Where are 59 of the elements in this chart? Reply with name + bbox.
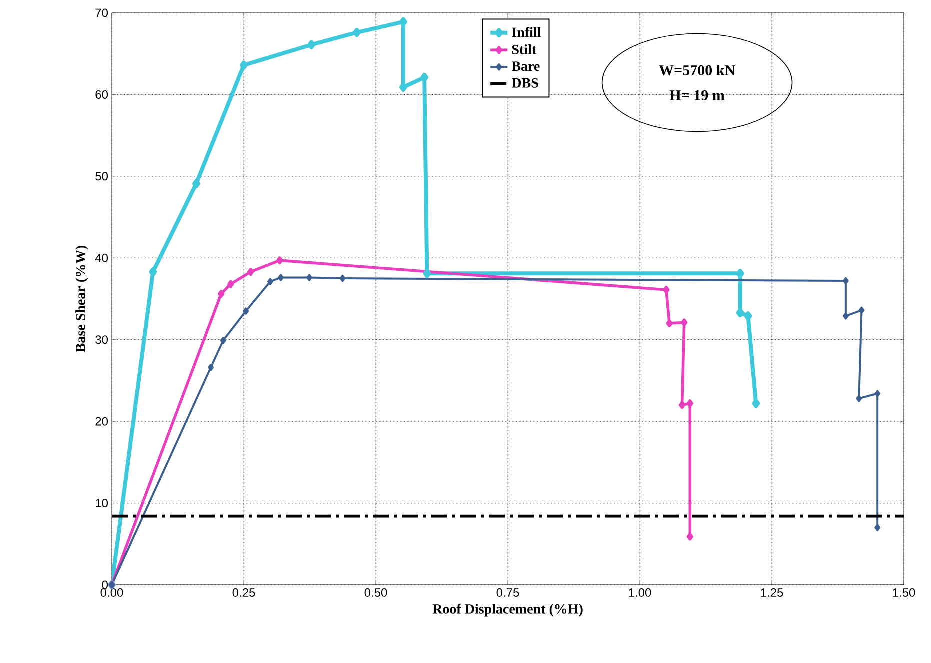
point bbox=[423, 269, 432, 278]
point bbox=[248, 268, 254, 276]
point bbox=[681, 318, 688, 327]
legend-label: Bare bbox=[512, 62, 540, 72]
point bbox=[243, 308, 250, 315]
point bbox=[420, 72, 429, 82]
x-tick-label: 0.75 bbox=[496, 588, 520, 598]
x-tick-label: 1.25 bbox=[761, 588, 784, 598]
legend-label: Stilt bbox=[512, 44, 536, 54]
y-tick-label: 60 bbox=[96, 90, 108, 99]
point bbox=[874, 390, 881, 398]
point bbox=[842, 312, 849, 320]
y-tick-label: 10 bbox=[96, 499, 108, 508]
point bbox=[400, 17, 408, 27]
point bbox=[858, 306, 865, 314]
x-tick-label: 0.00 bbox=[100, 588, 124, 598]
point bbox=[842, 277, 849, 285]
y-tick-label: 0 bbox=[102, 580, 108, 590]
point bbox=[353, 28, 361, 38]
point bbox=[856, 395, 862, 402]
x-tick-label: 0.50 bbox=[364, 588, 388, 598]
point bbox=[278, 274, 284, 282]
point bbox=[340, 274, 346, 282]
point bbox=[240, 60, 248, 70]
point bbox=[666, 320, 673, 328]
point bbox=[686, 400, 694, 408]
annotation: H= 19 m bbox=[670, 90, 725, 101]
point bbox=[736, 269, 744, 278]
point bbox=[308, 40, 316, 50]
point bbox=[149, 267, 158, 277]
point bbox=[267, 278, 274, 286]
x-tick-label: 1.50 bbox=[893, 588, 916, 598]
legend-label: Infill bbox=[512, 27, 542, 38]
legend-label: DBS bbox=[512, 78, 538, 88]
point bbox=[306, 274, 312, 282]
point bbox=[227, 280, 234, 288]
y-tick-label: 30 bbox=[96, 336, 108, 344]
point bbox=[874, 524, 881, 532]
point bbox=[736, 308, 744, 318]
point bbox=[663, 286, 670, 294]
y-tick-label: 20 bbox=[96, 417, 108, 426]
x-axis-title: Roof Displacement (%H) bbox=[432, 604, 583, 617]
point bbox=[744, 312, 752, 321]
point bbox=[218, 290, 225, 298]
point bbox=[752, 398, 760, 408]
point bbox=[686, 532, 694, 541]
y-tick-label: 50 bbox=[96, 172, 108, 181]
point bbox=[678, 401, 686, 410]
point bbox=[208, 364, 214, 372]
y-tick-label: 40 bbox=[95, 254, 108, 262]
y-tick-label: 70 bbox=[96, 8, 108, 18]
point bbox=[400, 82, 408, 92]
annotation: W=5700 kN bbox=[659, 65, 736, 76]
point bbox=[220, 337, 226, 344]
point bbox=[276, 256, 284, 265]
y-axis-title: Base Shear (%W) bbox=[76, 246, 88, 352]
x-tick-label: 1.00 bbox=[629, 588, 652, 598]
x-tick-label: 0.25 bbox=[232, 588, 256, 598]
point bbox=[192, 179, 200, 188]
